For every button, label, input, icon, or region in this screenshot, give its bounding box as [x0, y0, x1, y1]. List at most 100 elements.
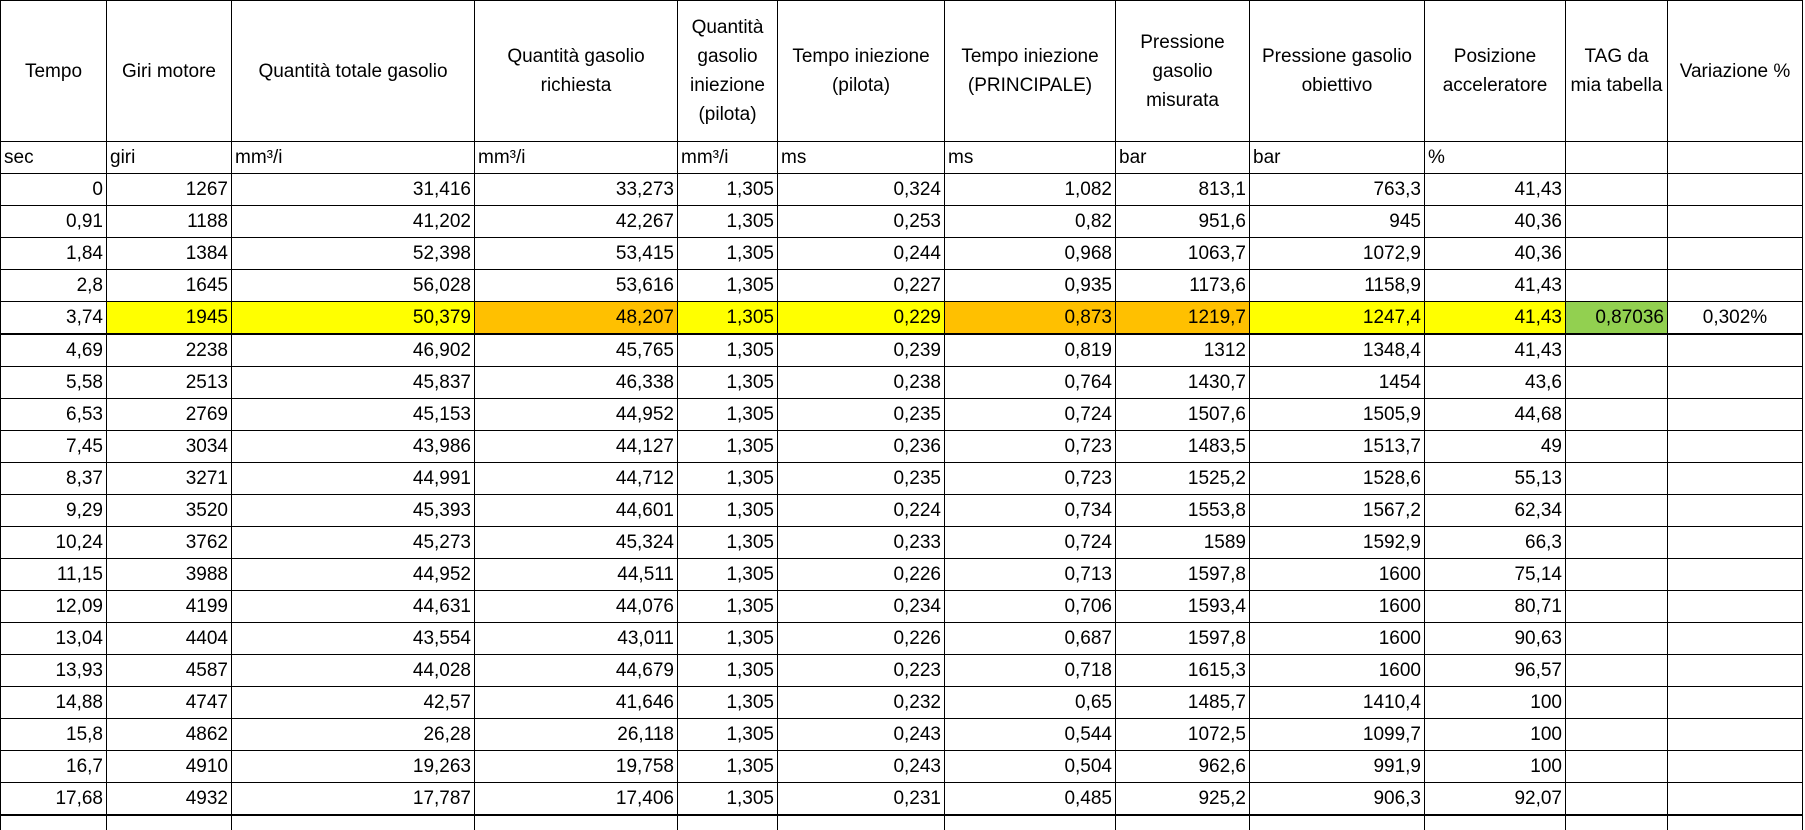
cell[interactable]: 4587: [106, 654, 232, 687]
empty-cell[interactable]: [1667, 814, 1803, 830]
cell[interactable]: 13,04: [0, 622, 107, 655]
cell[interactable]: 0,713: [944, 558, 1116, 591]
cell[interactable]: 1173,6: [1115, 269, 1250, 302]
cell[interactable]: [1667, 398, 1803, 431]
cell[interactable]: 4932: [106, 782, 232, 816]
cell[interactable]: 3271: [106, 462, 232, 495]
cell[interactable]: 1,305: [677, 237, 778, 270]
cell[interactable]: 0,234: [777, 590, 945, 623]
cell[interactable]: 4747: [106, 686, 232, 719]
cell[interactable]: [1667, 686, 1803, 719]
cell[interactable]: [1565, 462, 1668, 495]
cell[interactable]: [1667, 237, 1803, 270]
cell[interactable]: 1267: [106, 173, 232, 206]
cell[interactable]: 1,305: [677, 462, 778, 495]
cell[interactable]: 31,416: [231, 173, 475, 206]
cell[interactable]: 45,273: [231, 526, 475, 559]
cell[interactable]: 44,952: [474, 398, 678, 431]
cell[interactable]: 7,45: [0, 430, 107, 463]
cell[interactable]: 0,935: [944, 269, 1116, 302]
cell[interactable]: [1565, 750, 1668, 783]
cell[interactable]: 43,986: [231, 430, 475, 463]
cell[interactable]: 43,6: [1424, 366, 1566, 399]
cell[interactable]: 0,253: [777, 205, 945, 238]
cell[interactable]: [1667, 590, 1803, 623]
cell[interactable]: [1667, 205, 1803, 238]
cell[interactable]: [1667, 654, 1803, 687]
cell[interactable]: [1667, 750, 1803, 783]
column-header[interactable]: Posizione acceleratore: [1424, 0, 1566, 142]
cell[interactable]: [1565, 622, 1668, 655]
cell[interactable]: 0,687: [944, 622, 1116, 655]
cell[interactable]: 45,393: [231, 494, 475, 527]
cell[interactable]: [1565, 366, 1668, 399]
cell[interactable]: 3520: [106, 494, 232, 527]
cell[interactable]: 1483,5: [1115, 430, 1250, 463]
cell[interactable]: 41,43: [1424, 173, 1566, 206]
cell[interactable]: [1565, 237, 1668, 270]
cell[interactable]: 1513,7: [1249, 430, 1425, 463]
cell[interactable]: 0,723: [944, 462, 1116, 495]
cell[interactable]: 1597,8: [1115, 558, 1250, 591]
cell[interactable]: 19,263: [231, 750, 475, 783]
cell[interactable]: 1553,8: [1115, 494, 1250, 527]
cell[interactable]: 0,82: [944, 205, 1116, 238]
cell[interactable]: 1600: [1249, 654, 1425, 687]
cell[interactable]: 1,305: [677, 558, 778, 591]
unit-cell[interactable]: mm³/i: [677, 141, 778, 174]
cell[interactable]: 10,24: [0, 526, 107, 559]
cell[interactable]: 100: [1424, 750, 1566, 783]
cell[interactable]: 44,127: [474, 430, 678, 463]
empty-cell[interactable]: [231, 814, 475, 830]
cell[interactable]: 15,8: [0, 718, 107, 751]
cell[interactable]: 43,011: [474, 622, 678, 655]
empty-cell[interactable]: [777, 814, 945, 830]
cell[interactable]: 92,07: [1424, 782, 1566, 816]
cell[interactable]: 1,305: [677, 205, 778, 238]
cell[interactable]: 44,601: [474, 494, 678, 527]
cell[interactable]: 0,243: [777, 750, 945, 783]
empty-cell[interactable]: [1424, 814, 1566, 830]
cell[interactable]: 1410,4: [1249, 686, 1425, 719]
empty-cell[interactable]: [106, 814, 232, 830]
cell[interactable]: 1348,4: [1249, 333, 1425, 367]
cell[interactable]: 41,43: [1424, 301, 1566, 335]
cell[interactable]: 0,232: [777, 686, 945, 719]
cell[interactable]: 0,324: [777, 173, 945, 206]
cell[interactable]: 1247,4: [1249, 301, 1425, 335]
cell[interactable]: 0,302%: [1667, 301, 1803, 335]
empty-cell[interactable]: [944, 814, 1116, 830]
cell[interactable]: 100: [1424, 686, 1566, 719]
cell[interactable]: 45,324: [474, 526, 678, 559]
cell[interactable]: 44,991: [231, 462, 475, 495]
cell[interactable]: 1099,7: [1249, 718, 1425, 751]
cell[interactable]: 1,305: [677, 269, 778, 302]
cell[interactable]: 0,873: [944, 301, 1116, 335]
cell[interactable]: 0,231: [777, 782, 945, 816]
column-header[interactable]: Giri motore: [106, 0, 232, 142]
empty-cell[interactable]: [1249, 814, 1425, 830]
cell[interactable]: 11,15: [0, 558, 107, 591]
cell[interactable]: 0,724: [944, 526, 1116, 559]
cell[interactable]: 1,305: [677, 686, 778, 719]
column-header[interactable]: Pressione gasolio misurata: [1115, 0, 1250, 142]
cell[interactable]: 0,233: [777, 526, 945, 559]
cell[interactable]: 43,554: [231, 622, 475, 655]
cell[interactable]: 1072,5: [1115, 718, 1250, 751]
column-header[interactable]: Pressione gasolio obiettivo: [1249, 0, 1425, 142]
cell[interactable]: 1384: [106, 237, 232, 270]
cell[interactable]: 1645: [106, 269, 232, 302]
cell[interactable]: [1565, 526, 1668, 559]
cell[interactable]: 0,243: [777, 718, 945, 751]
cell[interactable]: 0,723: [944, 430, 1116, 463]
cell[interactable]: 1600: [1249, 622, 1425, 655]
unit-cell[interactable]: %: [1424, 141, 1566, 174]
cell[interactable]: 2238: [106, 333, 232, 367]
cell[interactable]: 1,305: [677, 301, 778, 335]
cell[interactable]: 3034: [106, 430, 232, 463]
cell[interactable]: 0,226: [777, 622, 945, 655]
cell[interactable]: 813,1: [1115, 173, 1250, 206]
cell[interactable]: [1565, 782, 1668, 816]
cell[interactable]: 44,028: [231, 654, 475, 687]
cell[interactable]: 44,68: [1424, 398, 1566, 431]
